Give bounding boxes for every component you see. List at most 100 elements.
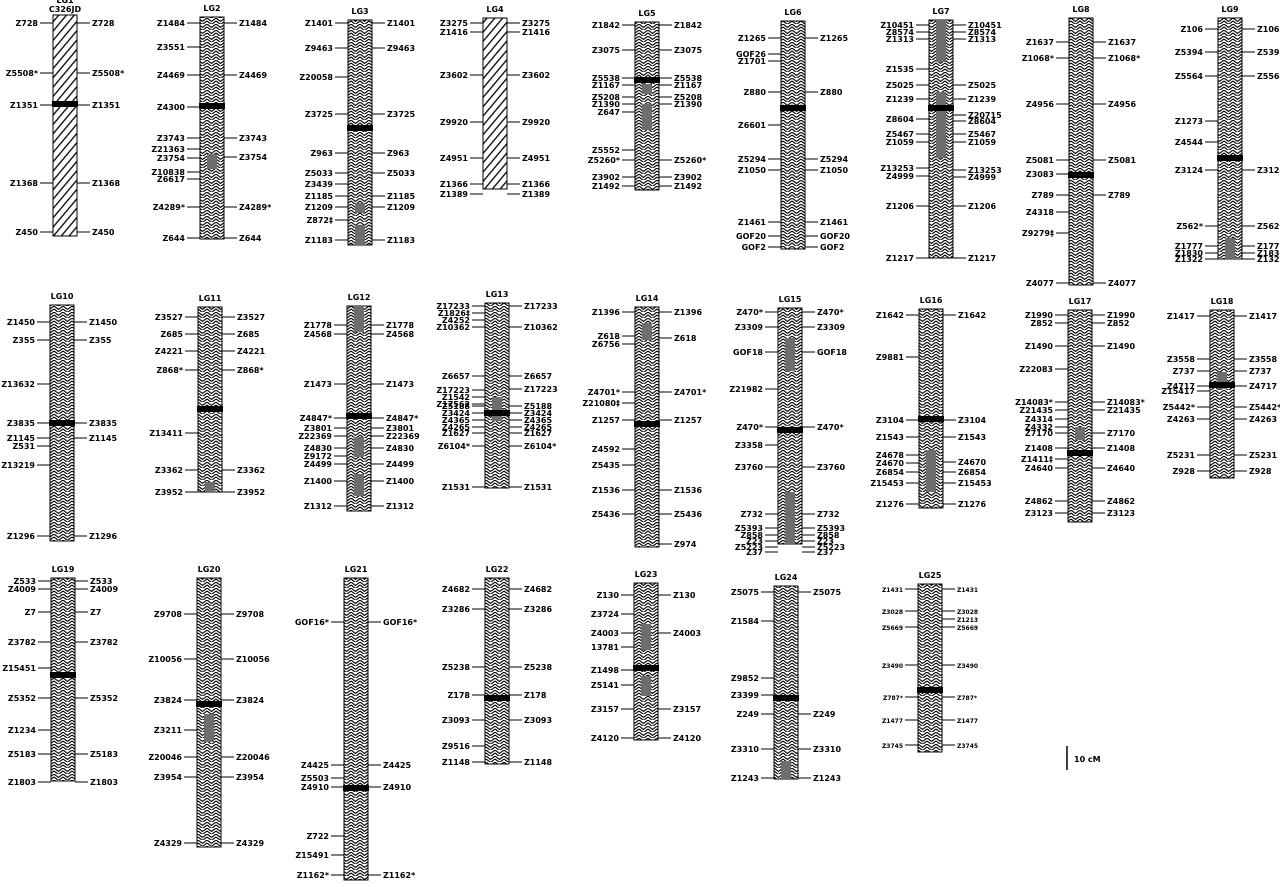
marker-label: Z3724: [591, 610, 620, 619]
marker-label: Z4252: [442, 316, 470, 325]
marker-label: Z4717: [1249, 382, 1277, 391]
chromosome-bar: [780, 20, 806, 250]
marker-label: Z21363: [151, 145, 185, 154]
marker-label: Z1642: [876, 311, 904, 320]
marker-label: Z4120: [673, 734, 702, 743]
marker-label: Z789: [1108, 191, 1131, 200]
marker-label: Z4009: [8, 585, 37, 594]
marker-label: Z5081: [1108, 156, 1137, 165]
centromere-band: [484, 410, 510, 416]
marker-label: Z4003: [673, 629, 701, 638]
marker-label: Z6657: [442, 372, 470, 381]
marker-label: Z5188: [524, 402, 553, 411]
marker-label: Z3551: [157, 43, 186, 52]
marker-label: Z858: [741, 531, 764, 540]
marker-label: Z1990: [1107, 311, 1136, 320]
marker-label: Z1296: [89, 532, 118, 541]
marker-label: Z23: [746, 537, 763, 546]
marker-label: Z10451: [880, 21, 914, 30]
marker-label: Z9463: [305, 44, 333, 53]
marker-label: Z5393: [735, 524, 763, 533]
marker-label: Z1313: [968, 35, 996, 44]
marker-label: Z3424: [442, 409, 471, 418]
group-title: LG3: [351, 7, 368, 16]
marker-label: Z3104: [958, 416, 987, 425]
marker-label: Z3527: [237, 313, 265, 322]
marker-label: Z1701: [738, 57, 767, 66]
marker-label: Z1068*: [1108, 54, 1141, 63]
marker-label: Z4469: [239, 71, 268, 80]
marker-label: Z562*: [1176, 222, 1204, 231]
marker-label: Z868*: [237, 366, 265, 375]
chromosome-bar: [52, 14, 78, 237]
marker-label: Z1265: [820, 34, 849, 43]
shaded-segment: [1217, 372, 1227, 389]
marker-label: Z5208: [674, 93, 703, 102]
marker-label: Z1296: [7, 532, 36, 541]
marker-label: Z6854: [876, 468, 905, 477]
linkage-group-lg9: LG9 Z106 Z5394 Z5564 Z1273 Z4544 Z3124 Z562* Z17…: [1175, 5, 1280, 264]
marker-label: Z1473: [386, 380, 414, 389]
marker-label: Z13411: [149, 429, 183, 438]
marker-label: Z1408: [1107, 444, 1136, 453]
marker-label: Z4077: [1108, 279, 1136, 288]
marker-label: Z5260*: [588, 156, 621, 165]
marker-label: Z1368: [10, 179, 39, 188]
marker-label: Z5467: [886, 130, 914, 139]
marker-label: Z5442*: [1249, 403, 1280, 412]
group-title: LG17: [1069, 297, 1092, 306]
marker-label: Z106: [1181, 25, 1204, 34]
marker-label: Z17562: [436, 400, 470, 409]
marker-label: Z1273: [1175, 117, 1203, 126]
marker-label: Z5352: [8, 694, 36, 703]
marker-label: Z737: [1249, 367, 1272, 376]
marker-label: Z1400: [386, 477, 415, 486]
group-title: LG9: [1221, 5, 1239, 14]
marker-label: Z178: [524, 691, 547, 700]
marker-label: Z7170: [1107, 429, 1136, 438]
marker-label: Z732: [817, 510, 840, 519]
marker-label: Z1209: [305, 203, 334, 212]
marker-label: Z1642: [958, 311, 986, 320]
centromere-band: [928, 105, 954, 111]
marker-label: Z880: [744, 88, 767, 97]
marker-label: Z1243: [731, 774, 759, 783]
group-title: LG18: [1211, 297, 1234, 306]
marker-label: Z722: [307, 832, 330, 841]
chromosome-bar: [773, 585, 799, 780]
marker-label: Z1234: [8, 726, 37, 735]
centromere-band: [1217, 155, 1243, 161]
marker-label: Z3527: [155, 313, 183, 322]
marker-label: Z1217: [968, 254, 996, 263]
marker-label: Z4221: [155, 347, 184, 356]
marker-label: Z3083: [1026, 170, 1054, 179]
marker-label: Z852: [1031, 319, 1054, 328]
linkage-group-lg16: LG16Z1642Z9881Z3104Z1543Z4678Z4670Z6854Z…: [870, 296, 991, 509]
marker-label: Z4951: [440, 154, 469, 163]
linkage-group-lg19: LG19Z533Z4009Z7Z3782Z15451Z5352Z1234Z518…: [2, 565, 118, 787]
marker-label: Z3275: [440, 19, 469, 28]
marker-label: Z5352: [90, 694, 118, 703]
marker-label: Z1185: [387, 192, 416, 201]
marker-label: Z732: [741, 510, 764, 519]
marker-label: Z4544: [1175, 138, 1204, 147]
marker-label: Z4425: [301, 761, 330, 770]
centromere-band: [773, 695, 799, 701]
marker-label: Z928: [1249, 467, 1272, 476]
shaded-segment: [936, 128, 946, 158]
marker-label: Z618: [674, 334, 697, 343]
marker-label: Z1401: [387, 19, 416, 28]
marker-label: Z5223: [735, 543, 763, 552]
shaded-segment: [1225, 238, 1235, 259]
marker-label: Z17233: [524, 302, 558, 311]
marker-label: Z3801: [304, 424, 333, 433]
marker-label: Z20058: [299, 73, 333, 82]
marker-label: Z3362: [237, 466, 265, 475]
centromere-band: [1209, 382, 1235, 388]
marker-label: Z1183: [387, 236, 415, 245]
marker-label: Z1390: [674, 100, 703, 109]
marker-label: Z5393: [817, 524, 845, 533]
marker-label: Z1312: [386, 502, 414, 511]
marker-label: Z470*: [817, 423, 845, 432]
